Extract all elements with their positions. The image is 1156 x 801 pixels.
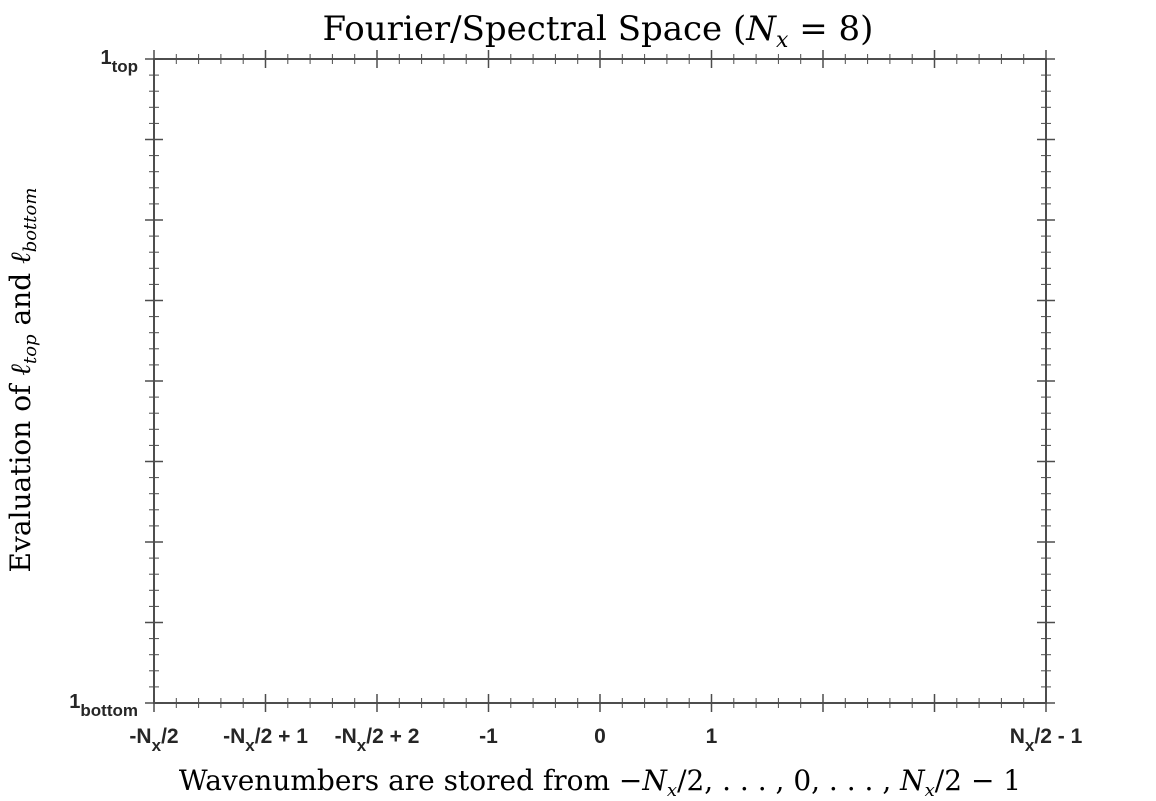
x-tick-label: 1 [706,725,718,748]
y-axis-tick-labels: 1top 1bottom [69,47,138,720]
x-axis-label: Wavenumbers are stored from −Nx/2, . . .… [179,764,1021,801]
y-axis-label: Evaluation of ℓtop and ℓbottom [4,188,41,573]
x-axis-ticks [153,50,1047,712]
y-tick-label: 1top [100,47,138,76]
x-tick-label: -Nx/2 [129,725,178,755]
x-tick-label: -1 [479,725,498,748]
x-tick-label: 0 [594,725,606,748]
y-axis-ticks [145,58,1055,704]
y-tick-label: 1bottom [69,691,138,720]
x-tick-label: -Nx/2 + 2 [335,725,420,755]
x-tick-label: Nx/2 - 1 [1010,725,1083,755]
x-tick-label: -Nx/2 + 1 [223,725,308,755]
x-axis-tick-labels: -Nx/2 -Nx/2 + 1 -Nx/2 + 2 -1 0 1 Nx/2 - 1 [129,725,1082,755]
chart-title: Fourier/Spectral Space (Nx = 8) [323,9,874,53]
plot-area-frame [153,58,1047,704]
